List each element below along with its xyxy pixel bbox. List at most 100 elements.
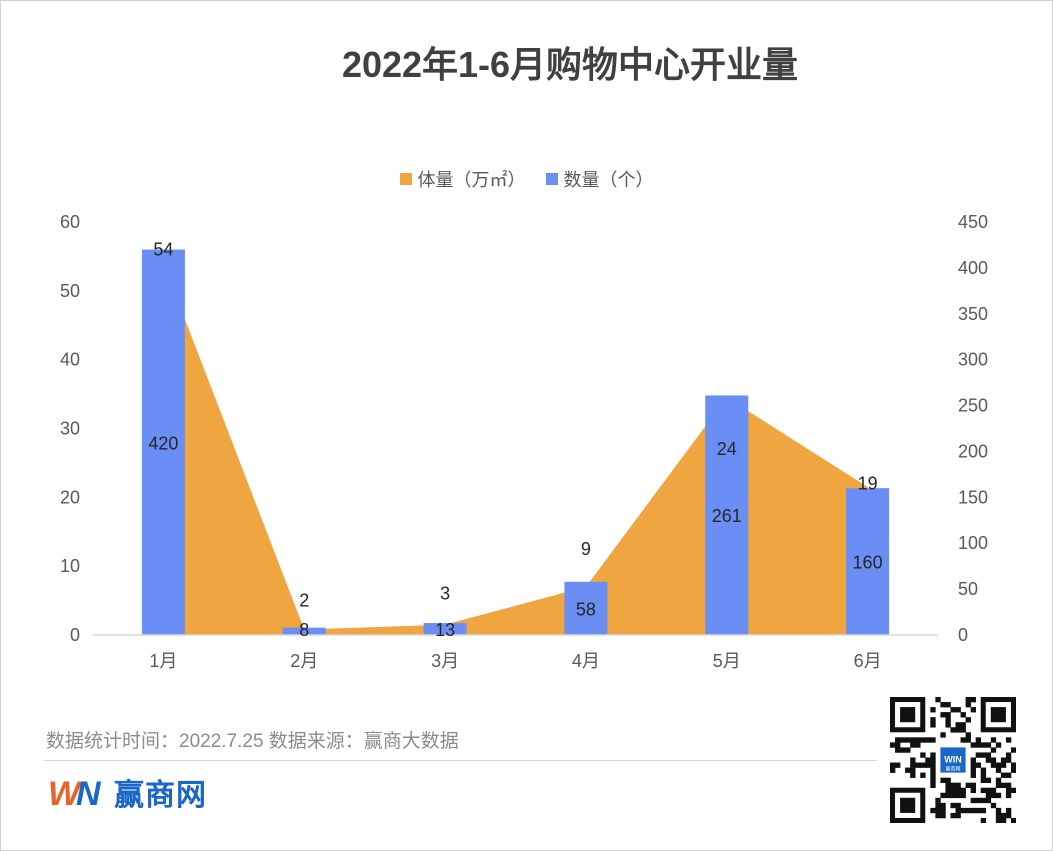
qr-module <box>975 737 982 743</box>
data-label-count: 261 <box>712 506 742 526</box>
qr-module <box>940 732 946 738</box>
qr-module <box>995 782 1002 789</box>
qr-module <box>930 772 936 778</box>
qr-module <box>965 697 971 703</box>
qr-module <box>925 757 931 763</box>
qr-module <box>995 777 1002 783</box>
qr-module <box>975 742 982 748</box>
x-axis-tick-label: 3月 <box>431 651 459 671</box>
qr-module <box>980 807 987 814</box>
qr-module <box>965 807 971 814</box>
qr-module <box>955 787 961 794</box>
qr-module <box>955 707 961 713</box>
qr-module <box>970 757 976 763</box>
qr-module <box>955 807 961 814</box>
qr-module <box>920 752 926 758</box>
qr-module <box>970 742 976 748</box>
qr-module <box>1000 757 1007 763</box>
qr-module <box>930 767 936 773</box>
qr-module <box>940 777 946 783</box>
qr-module <box>930 752 936 758</box>
legend-label-volume: 体量（万㎡） <box>417 170 526 190</box>
qr-module <box>930 757 936 763</box>
qr-module <box>910 772 916 778</box>
svg-text:N: N <box>76 775 102 812</box>
qr-module <box>1010 762 1016 768</box>
legend-label-count: 数量（个） <box>563 170 654 190</box>
qr-module <box>1000 812 1007 819</box>
qr-module <box>950 782 956 789</box>
qr-module <box>1000 817 1007 823</box>
qr-module <box>970 787 976 794</box>
qr-module <box>995 812 1002 819</box>
qr-module <box>1010 767 1016 773</box>
qr-module <box>895 762 901 768</box>
data-label-count: 8 <box>299 620 309 640</box>
qr-module <box>965 717 971 723</box>
qr-module <box>930 737 936 743</box>
right-axis-tick-label: 450 <box>958 212 988 232</box>
qr-module <box>975 807 982 814</box>
legend-swatch-volume <box>399 173 412 185</box>
right-axis-tick-label: 0 <box>958 625 968 645</box>
legend-item-volume: 体量（万㎡） <box>399 166 526 192</box>
qr-module <box>890 762 896 768</box>
qr-module <box>990 787 997 794</box>
qr-module <box>930 762 936 768</box>
qr-module <box>915 742 921 748</box>
data-label-count: 13 <box>435 620 455 640</box>
qr-module <box>955 727 961 733</box>
qr-module <box>985 797 992 804</box>
data-label-volume: 24 <box>717 439 737 459</box>
qr-module <box>985 752 992 758</box>
qr-module <box>1005 737 1012 743</box>
qr-finder <box>900 707 916 723</box>
qr-module <box>895 742 901 748</box>
chart-plot: 0 10 20 30 40 50 60 0 50 100 150 200 250 300 350 400 450… <box>60 212 988 671</box>
footer-divider <box>44 760 877 761</box>
qr-module <box>930 777 936 783</box>
chart-title: 2022年1-6月购物中心开业量 <box>341 44 799 85</box>
qr-module <box>940 702 946 708</box>
qr-module <box>980 742 987 748</box>
qr-module <box>1010 787 1016 794</box>
x-axis-tick-label: 1月 <box>149 651 177 671</box>
win-logo-icon: W N <box>48 775 102 812</box>
qr-module <box>965 732 971 738</box>
data-label-volume: 2 <box>299 591 309 611</box>
qr-module <box>950 727 956 733</box>
qr-logo-caption: 赢商网 <box>945 766 960 773</box>
qr-module <box>975 797 982 804</box>
qr-module <box>960 787 966 794</box>
qr-module <box>985 742 992 748</box>
left-axis-tick-label: 10 <box>60 556 80 576</box>
qr-module <box>955 782 961 789</box>
qr-module <box>1010 747 1016 753</box>
qr-finder <box>900 797 916 813</box>
qr-logo-text: WIN <box>944 755 962 765</box>
qr-module <box>995 742 1002 748</box>
qr-module <box>905 737 911 743</box>
qr-module <box>945 717 951 723</box>
footer-note: 数据统计时间：2022.7.25 数据来源：赢商大数据 <box>46 731 459 752</box>
qr-module <box>900 747 906 753</box>
qr-module <box>1000 782 1007 789</box>
qr-module <box>965 782 971 789</box>
qr-module <box>910 737 916 743</box>
qr-module <box>920 762 926 768</box>
qr-module <box>920 737 926 743</box>
left-axis-tick-label: 0 <box>70 625 80 645</box>
qr-module <box>925 762 931 768</box>
qr-module <box>965 737 971 743</box>
qr-module <box>890 742 896 748</box>
qr-module <box>895 747 901 753</box>
qr-module <box>910 767 916 773</box>
right-axis-tick-label: 350 <box>958 304 988 324</box>
right-axis-tick-label: 250 <box>958 396 988 416</box>
qr-module <box>910 762 916 768</box>
qr-module <box>950 802 956 809</box>
qr-module <box>965 702 971 708</box>
qr-module <box>1005 772 1012 778</box>
right-axis-tick-label: 50 <box>958 579 978 599</box>
